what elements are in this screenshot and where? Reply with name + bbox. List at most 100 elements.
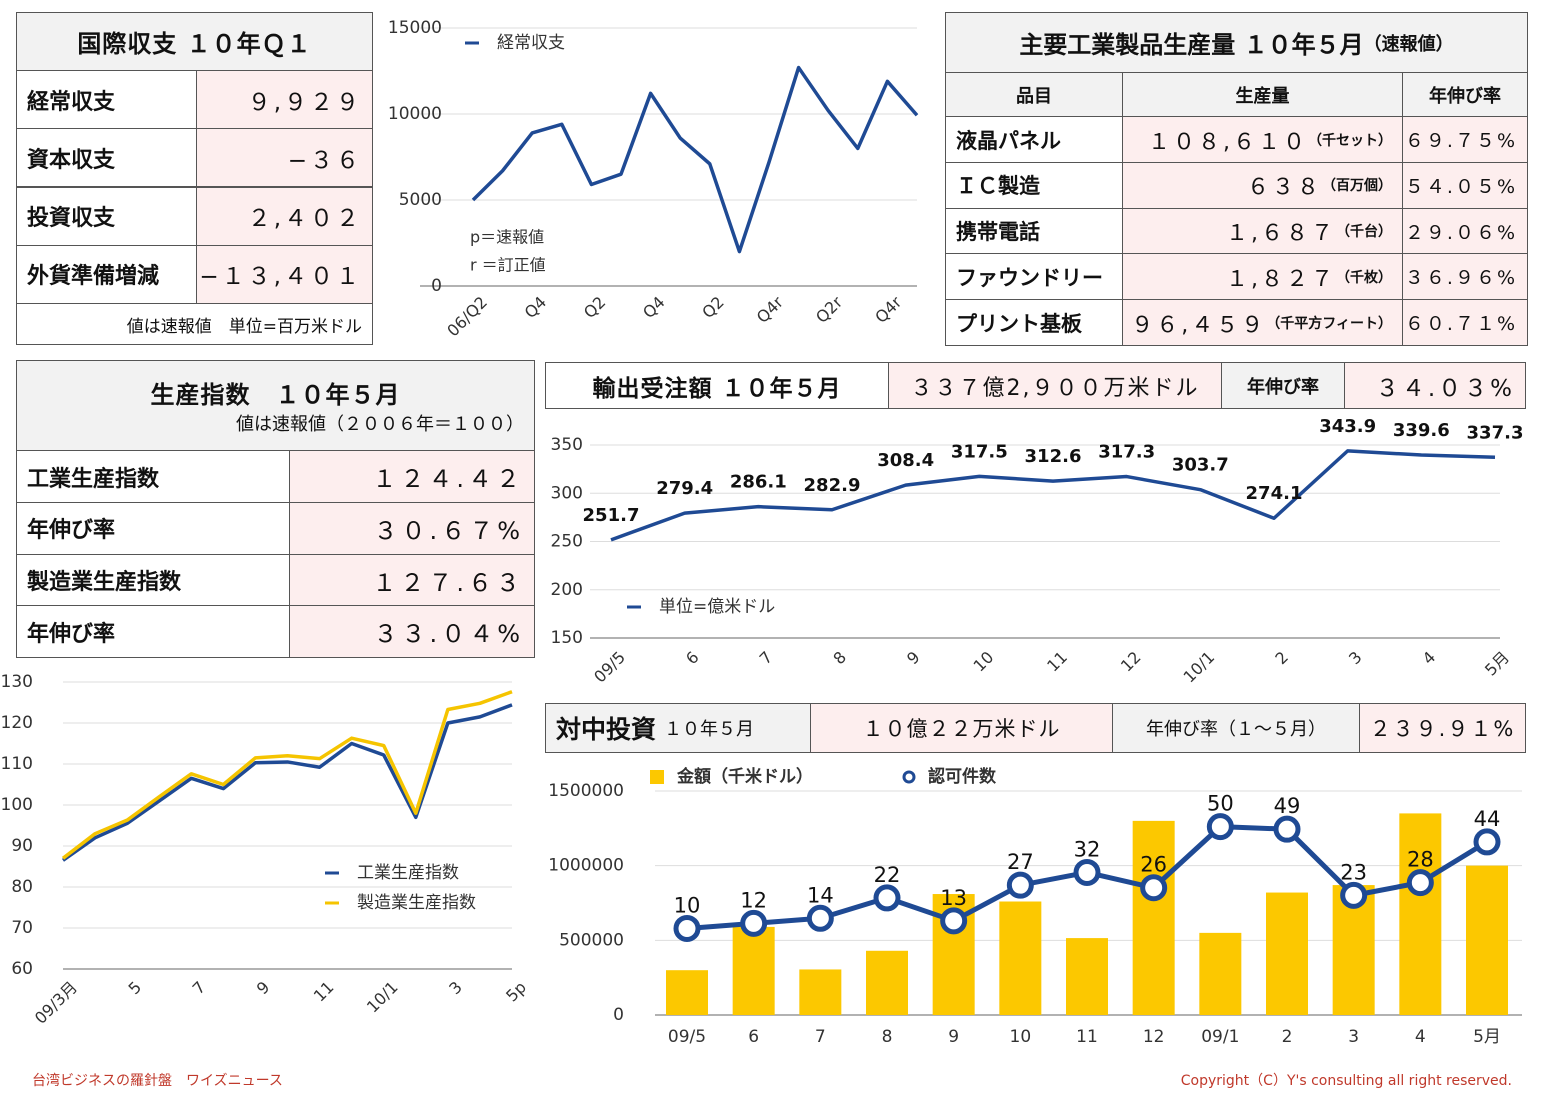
data-label: 14	[807, 883, 834, 907]
footer-right: Copyright（C）Y's consulting all right res…	[1180, 1073, 1512, 1089]
cell-text: 年伸び率	[1429, 85, 1501, 107]
table-note: 値は速報値 単位=百万米ドル	[16, 303, 373, 345]
row-label: 製造業生産指数	[16, 553, 290, 607]
cell-text: −１３,４０１	[199, 264, 362, 291]
row-growth: ６９.７５%	[1402, 116, 1528, 163]
legend-label: 工業生産指数	[357, 863, 459, 883]
cell-text: 経常収支	[27, 89, 116, 115]
header-title: 対中投資 １０年５月	[545, 703, 811, 753]
line	[471, 65, 919, 254]
column-header: 生産量	[1122, 72, 1403, 117]
data-label: 28	[1407, 848, 1434, 872]
x-tick-label: 09/3月	[31, 978, 81, 1028]
point	[1073, 858, 1101, 886]
x-tick-label: Q2	[580, 293, 610, 323]
cell-text: ６０.７１%	[1404, 313, 1517, 336]
row-label: 携帯電話	[945, 207, 1123, 255]
cell-text: 値は速報値 単位=百万米ドル	[126, 316, 362, 337]
column-header: 年伸び率	[1402, 72, 1528, 117]
cell-text: ９,９２９	[247, 89, 362, 116]
row-label: 投資収支	[16, 186, 197, 246]
y-tick-label: 120	[1, 713, 33, 733]
row-value: １,６８７ （千台）	[1122, 207, 1403, 255]
x-tick-label: 6	[682, 648, 703, 669]
legend-label: 認可件数	[928, 766, 997, 787]
row-label: ＩＣ製造	[945, 161, 1123, 209]
column-header: 品目	[945, 72, 1123, 117]
x-tick-label: Q4	[521, 293, 551, 323]
header-title: 輸出受注額 １０年５月	[545, 362, 889, 409]
row-value: １２７.６３	[289, 553, 535, 607]
table-title: 主要工業製品生産量 １０年５月 （速報値）	[945, 12, 1528, 73]
cell-text: （千平方フィート）	[1266, 315, 1392, 332]
line	[61, 690, 513, 860]
data-label: 282.9	[804, 475, 861, 496]
header-value: １０億２２万米ドル	[810, 703, 1113, 753]
x-tick-label: Q4	[639, 293, 669, 323]
cell-text: （百万個）	[1322, 178, 1392, 195]
cell-text: １０８,６１０	[1148, 129, 1308, 155]
cell-text: 主要工業製品生産量 １０年５月	[1019, 31, 1364, 59]
bar	[1132, 820, 1175, 1015]
cell-text: 生産量	[1235, 85, 1290, 107]
bar	[666, 970, 708, 1015]
point	[940, 907, 968, 935]
cell-text: 対中投資	[556, 715, 657, 744]
x-tick-label: 5	[125, 978, 146, 999]
y-tick-label: 500000	[559, 930, 624, 950]
x-tick-label: 3	[445, 978, 466, 999]
x-tick-label: Q4r	[871, 292, 905, 326]
data-label: 12	[740, 888, 767, 912]
x-tick-label: 4	[1415, 1027, 1426, 1047]
point	[806, 904, 834, 932]
point	[1006, 871, 1034, 899]
x-tick-label: 2	[1271, 648, 1292, 669]
x-tick-label: 5月	[1473, 1027, 1501, 1047]
annotation: r ＝訂正値	[470, 256, 546, 275]
row-value: １０８,６１０ （千セット）	[1122, 116, 1403, 163]
cell-text: 値は速報値（２００６年＝１００）	[236, 414, 524, 435]
cell-text: ６３８	[1246, 175, 1322, 201]
row-label: 年伸び率	[16, 501, 290, 555]
y-tick-label: 90	[11, 836, 33, 856]
point	[1340, 881, 1368, 909]
bar	[999, 901, 1042, 1015]
x-tick-label: 10/1	[1179, 648, 1218, 687]
y-tick-label: 300	[551, 483, 583, 503]
y-tick-label: 5000	[399, 190, 442, 210]
x-tick-label: 10	[1010, 1027, 1032, 1047]
cell-text: （千セット）	[1308, 132, 1392, 149]
row-value: ３０.６７%	[289, 501, 535, 555]
header-label: 年伸び率	[1221, 362, 1345, 409]
bar	[1266, 892, 1308, 1015]
table-title: 国際収支 １０年Ｑ１	[16, 12, 373, 71]
cell-text: 輸出受注額 １０年５月	[592, 375, 842, 402]
data-label: 312.6	[1025, 446, 1082, 467]
cell-text: ３３７億2,９００万米ドル	[910, 375, 1200, 401]
row-value: ２,４０２	[196, 186, 373, 246]
bar	[1466, 865, 1508, 1015]
cell-text: ３４.０３%	[1375, 375, 1515, 402]
cell-text: 年伸び率	[27, 518, 116, 544]
row-value: ９６,４５９ （千平方フィート）	[1122, 299, 1403, 347]
cell-text: ２,４０２	[247, 206, 362, 233]
row-label: 経常収支	[16, 70, 197, 129]
x-tick-label: 09/5	[590, 648, 629, 687]
y-tick-label: 1500000	[548, 781, 624, 801]
x-tick-label: 4	[1419, 648, 1440, 669]
row-value: −１３,４０１	[196, 244, 373, 304]
data-label: 49	[1274, 794, 1301, 818]
header-growth: ３４.０３%	[1344, 362, 1526, 409]
row-growth: ５４.０５%	[1402, 161, 1528, 209]
x-tick-label: 12	[1117, 648, 1145, 676]
data-label: 343.9	[1319, 416, 1376, 437]
row-growth: ３６.９６%	[1402, 253, 1528, 301]
cell-text: 年伸び率	[1247, 376, 1319, 398]
row-value: −３６	[196, 128, 373, 188]
row-label: ファウンドリー	[945, 253, 1123, 301]
x-tick-label: 06/Q2	[443, 293, 491, 341]
x-tick-label: Q4r	[753, 292, 787, 326]
data-label: 13	[940, 886, 967, 910]
cell-text: （千台）	[1336, 224, 1392, 241]
